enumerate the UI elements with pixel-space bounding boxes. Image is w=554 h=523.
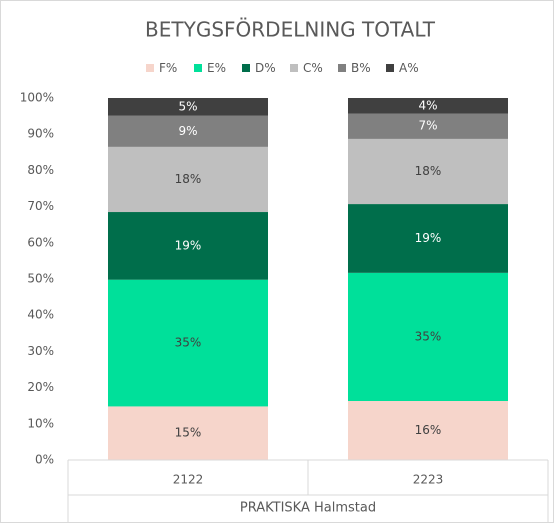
bar-segment [348,204,508,273]
data-label: 4% [418,98,437,112]
bar-segment [348,113,508,139]
bar-segment [348,138,508,205]
y-tick-label: 50% [27,272,54,286]
legend-label: B% [351,61,371,75]
bar-segment [108,115,268,147]
data-label: 18% [175,172,202,186]
y-tick-label: 30% [27,344,54,358]
legend-swatch [242,64,250,72]
legend-label: A% [399,61,419,75]
y-tick-label: 70% [27,199,54,213]
x-tick-label: 2122 [173,473,204,487]
y-tick-label: 20% [27,380,54,394]
y-tick-label: 0% [35,453,54,467]
data-label: 9% [178,124,197,138]
data-label: 16% [415,423,442,437]
y-tick-label: 100% [20,91,54,105]
y-tick-label: 10% [27,416,54,430]
legend-swatch [290,64,298,72]
legend-swatch [386,64,394,72]
y-tick-label: 80% [27,163,54,177]
data-label: 15% [175,426,202,440]
y-tick-label: 60% [27,235,54,249]
legend-label: C% [303,61,323,75]
data-label: 35% [175,336,202,350]
data-label: 7% [418,119,437,133]
data-label: 18% [415,164,442,178]
bar-segment [348,400,508,460]
bar-segment [108,98,268,116]
legend-swatch [194,64,202,72]
legend-swatch [146,64,154,72]
bar-segment [348,272,508,401]
data-label: 35% [415,329,442,343]
bar-segment [348,98,508,114]
group-label: PRAKTISKA Halmstad [240,501,376,516]
legend-swatch [338,64,346,72]
bar-segment [108,212,268,280]
legend-label: D% [255,61,276,75]
x-tick-label: 2223 [413,473,444,487]
y-tick-label: 90% [27,127,54,141]
legend-label: F% [159,61,177,75]
bar-segment [108,279,268,407]
data-label: 5% [178,99,197,113]
bar-segment [108,406,268,460]
y-tick-label: 40% [27,308,54,322]
data-label: 19% [175,238,202,252]
bar-segment [108,146,268,213]
legend-label: E% [207,61,226,75]
chart-title: BETYGSFÖRDELNING TOTALT [145,18,436,42]
data-label: 19% [415,231,442,245]
